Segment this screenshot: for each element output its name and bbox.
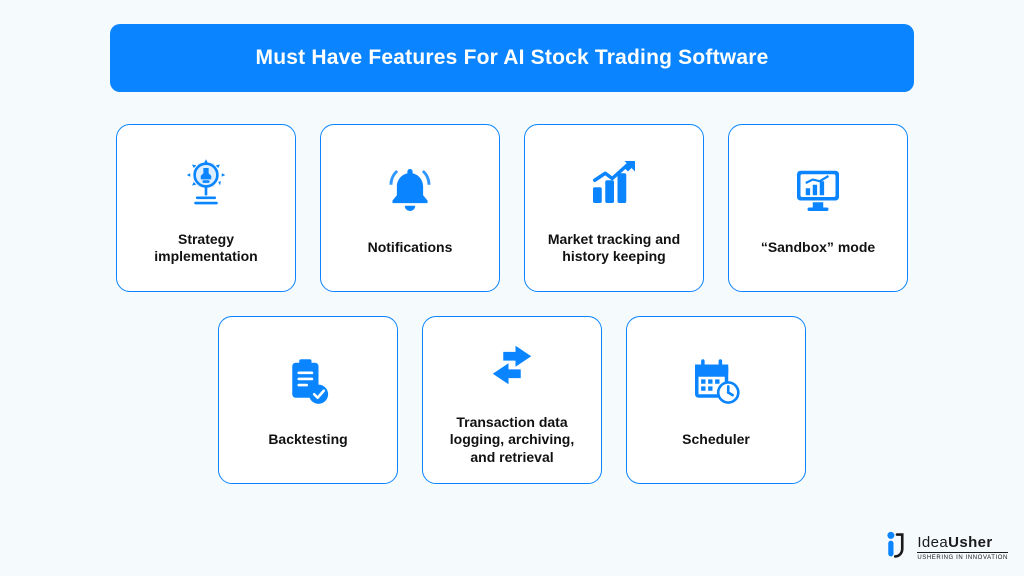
feature-card-transaction-log: Transaction data logging, archiving, and… xyxy=(422,316,602,484)
brand-logo-icon xyxy=(883,529,911,566)
infographic-canvas: Must Have Features For AI Stock Trading … xyxy=(0,0,1024,576)
feature-label: Scheduler xyxy=(682,431,750,449)
clipboard-check-icon xyxy=(276,351,340,413)
feature-grid: Strategy implementation Notifications xyxy=(110,124,914,484)
feature-card-scheduler: Scheduler xyxy=(626,316,806,484)
title-bar: Must Have Features For AI Stock Trading … xyxy=(110,24,914,92)
feature-row-1: Strategy implementation Notifications xyxy=(116,124,908,292)
feature-label: “Sandbox” mode xyxy=(761,239,875,257)
feature-card-market-tracking: Market tracking and history keeping xyxy=(524,124,704,292)
feature-label: Market tracking and history keeping xyxy=(539,231,689,266)
brand-badge: IdeaUsher USHERING IN INNOVATION xyxy=(883,529,1008,566)
feature-label: Transaction data logging, archiving, and… xyxy=(437,414,587,467)
monitor-chart-icon xyxy=(786,159,850,221)
feature-card-notifications: Notifications xyxy=(320,124,500,292)
arrows-swap-icon xyxy=(480,334,544,396)
feature-label: Strategy implementation xyxy=(131,231,281,266)
brand-word-2: Usher xyxy=(948,534,993,551)
brand-name: IdeaUsher xyxy=(917,535,1008,553)
brand-word-1: Idea xyxy=(917,534,948,551)
feature-card-sandbox: “Sandbox” mode xyxy=(728,124,908,292)
calendar-clock-icon xyxy=(684,351,748,413)
page-title: Must Have Features For AI Stock Trading … xyxy=(130,46,894,70)
feature-card-backtesting: Backtesting xyxy=(218,316,398,484)
feature-label: Backtesting xyxy=(268,431,347,449)
feature-card-strategy: Strategy implementation xyxy=(116,124,296,292)
feature-label: Notifications xyxy=(368,239,453,257)
chart-up-icon xyxy=(582,151,646,213)
brand-tagline: USHERING IN INNOVATION xyxy=(917,553,1008,561)
bell-icon xyxy=(378,159,442,221)
feature-row-2: Backtesting Transaction data logging, ar… xyxy=(218,316,806,484)
strategy-gear-icon xyxy=(174,151,238,213)
